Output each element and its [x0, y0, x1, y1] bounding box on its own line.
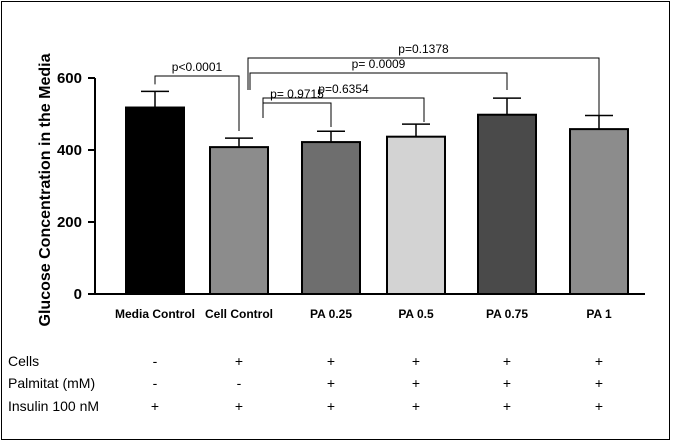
- p-value-label: p= 0.9715: [270, 87, 324, 101]
- bar: [477, 113, 537, 295]
- y-tick-label: 0: [74, 286, 82, 303]
- p-value-label: p= 0.0009: [352, 57, 406, 71]
- condition-mark: +: [327, 375, 335, 391]
- condition-mark: +: [595, 353, 603, 369]
- condition-mark: +: [412, 353, 420, 369]
- p-value-label: p=0.1378: [398, 42, 449, 56]
- condition-mark: +: [327, 398, 335, 414]
- condition-mark: +: [503, 375, 511, 391]
- x-tick-label: PA 0.75: [486, 307, 528, 321]
- condition-mark: +: [412, 398, 420, 414]
- condition-mark: +: [235, 398, 243, 414]
- condition-mark: -: [153, 375, 158, 391]
- y-axis-label: Glucose Concentration in the Media: [37, 53, 54, 326]
- bar: [125, 106, 185, 295]
- condition-mark: +: [327, 353, 335, 369]
- significance-bracket: [262, 102, 332, 127]
- bar: [301, 141, 361, 295]
- condition-mark: +: [595, 375, 603, 391]
- x-tick-label: PA 1: [586, 307, 612, 321]
- condition-mark: +: [235, 353, 243, 369]
- significance-bracket: [154, 75, 240, 129]
- condition-mark: -: [237, 375, 242, 391]
- significance-bracket: [262, 97, 425, 122]
- condition-mark: +: [412, 375, 420, 391]
- x-tick-label: PA 0.5: [398, 307, 434, 321]
- condition-mark: +: [503, 353, 511, 369]
- y-tick-label: 200: [57, 214, 82, 231]
- condition-mark: +: [503, 398, 511, 414]
- condition-label: Cells: [8, 353, 39, 369]
- significance-bracket: [247, 57, 600, 116]
- x-tick-label: Media Control: [115, 307, 195, 321]
- x-tick-label: Cell Control: [205, 307, 273, 321]
- condition-mark: +: [595, 398, 603, 414]
- bar: [386, 135, 446, 295]
- condition-mark: -: [153, 353, 158, 369]
- significance-bracket: [249, 72, 508, 90]
- p-value-label: p=0.6354: [318, 82, 369, 96]
- y-tick-label: 400: [57, 142, 82, 159]
- p-value-label: p<0.0001: [172, 60, 223, 74]
- condition-mark: +: [151, 398, 159, 414]
- bar: [209, 146, 269, 295]
- bar: [569, 128, 629, 295]
- condition-label: Palmitat (mM): [8, 375, 95, 391]
- x-tick-label: PA 0.25: [310, 307, 352, 321]
- condition-label: Insulin 100 nM: [8, 398, 99, 414]
- y-tick-label: 600: [57, 70, 82, 87]
